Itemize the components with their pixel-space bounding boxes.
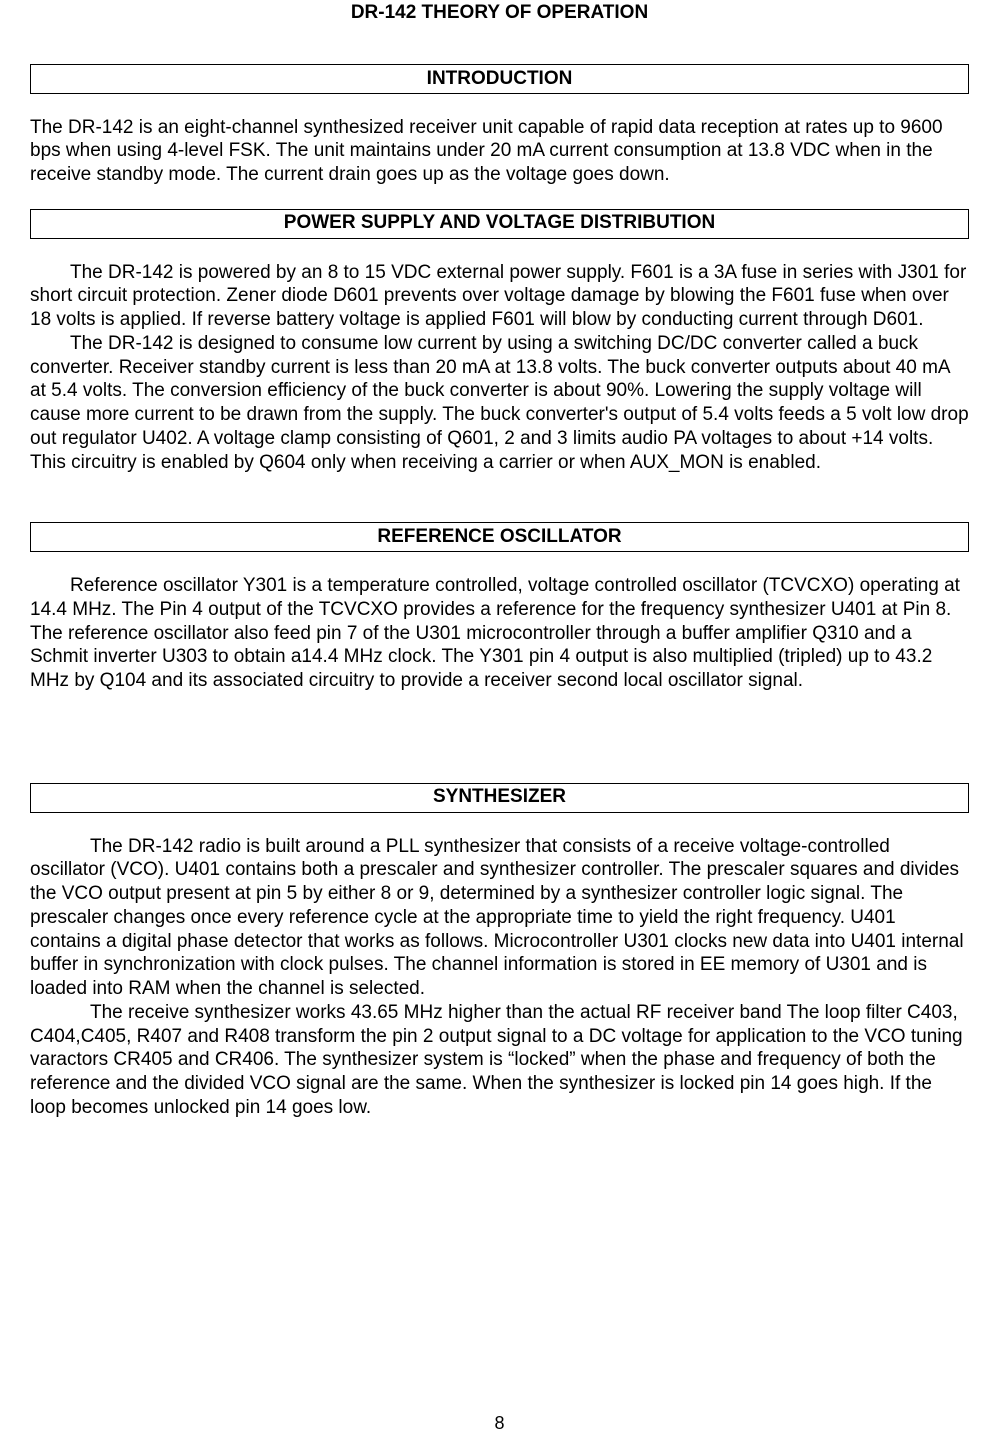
synthesizer-paragraph-2: The receive synthesizer works 43.65 MHz … (30, 1001, 969, 1120)
introduction-paragraph: The DR-142 is an eight-channel synthesiz… (30, 116, 969, 187)
page-number: 8 (0, 1413, 999, 1434)
section-heading-introduction: INTRODUCTION (30, 64, 969, 94)
power-supply-paragraph-2: The DR-142 is designed to consume low cu… (30, 332, 969, 475)
reference-oscillator-paragraph: Reference oscillator Y301 is a temperatu… (30, 574, 969, 693)
page: DR-142 THEORY OF OPERATION INTRODUCTION … (0, 0, 999, 1454)
power-supply-paragraph-1: The DR-142 is powered by an 8 to 15 VDC … (30, 261, 969, 332)
document-title: DR-142 THEORY OF OPERATION (30, 0, 969, 24)
section-heading-power-supply: POWER SUPPLY AND VOLTAGE DISTRIBUTION (30, 209, 969, 239)
section-heading-reference-oscillator: REFERENCE OSCILLATOR (30, 522, 969, 552)
section-heading-synthesizer: SYNTHESIZER (30, 783, 969, 813)
synthesizer-paragraph-1: The DR-142 radio is built around a PLL s… (30, 835, 969, 1001)
